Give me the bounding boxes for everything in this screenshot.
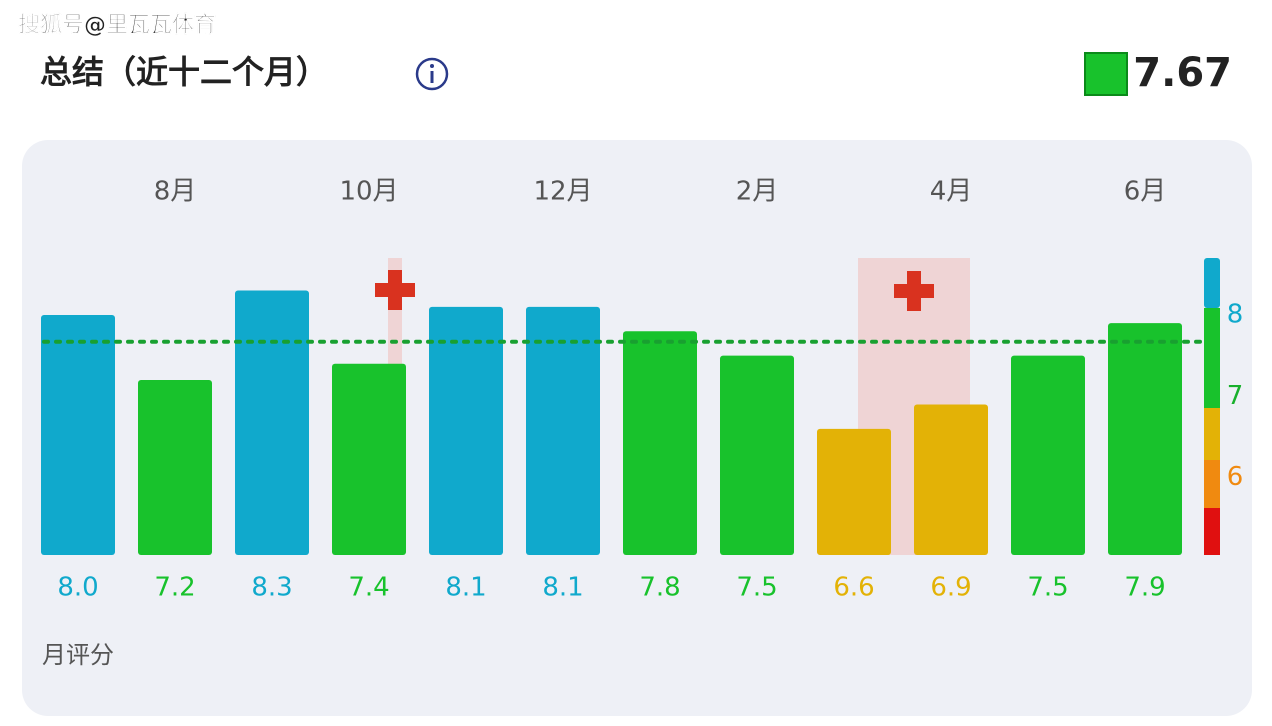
value-label: 8.3 xyxy=(251,573,292,603)
watermark: 搜狐号@里瓦瓦体育 xyxy=(18,12,216,38)
bar xyxy=(138,380,212,555)
value-label: 6.9 xyxy=(930,573,971,603)
x-tick-label: 10月 xyxy=(339,177,398,207)
bar xyxy=(623,331,697,555)
bar xyxy=(914,404,988,555)
value-label: 7.5 xyxy=(736,573,777,603)
x-tick-label: 4月 xyxy=(930,177,973,207)
value-label: 7.8 xyxy=(639,573,680,603)
value-label: 7.5 xyxy=(1027,573,1068,603)
y-tick-label: 8 xyxy=(1227,299,1244,329)
x-tick-label: 6月 xyxy=(1124,177,1167,207)
bar xyxy=(720,355,794,555)
x-tick-label: 12月 xyxy=(533,177,592,207)
info-icon[interactable] xyxy=(415,57,449,91)
bar xyxy=(526,306,600,555)
value-label: 7.9 xyxy=(1124,573,1165,603)
bar xyxy=(429,306,503,555)
average-score: 7.67 xyxy=(1133,50,1232,96)
y-tick-label: 7 xyxy=(1227,381,1244,411)
bar xyxy=(41,314,115,555)
value-label: 8.1 xyxy=(542,573,583,603)
score-swatch xyxy=(1084,52,1128,96)
value-label: 8.1 xyxy=(445,573,486,603)
value-label: 6.6 xyxy=(833,573,874,603)
bar xyxy=(817,428,891,555)
bar xyxy=(1011,355,1085,555)
color-scale xyxy=(1204,258,1220,555)
title: 总结（近十二个月） xyxy=(40,53,328,91)
injury-icon xyxy=(894,271,934,311)
bar xyxy=(235,290,309,555)
injury-icon xyxy=(375,270,415,310)
bar xyxy=(332,363,406,555)
value-label: 8.0 xyxy=(57,573,98,603)
x-tick-label: 2月 xyxy=(736,177,779,207)
value-label: 7.4 xyxy=(348,573,389,603)
y-tick-label: 6 xyxy=(1227,462,1244,492)
bar xyxy=(1108,323,1182,555)
x-axis-label: 月评分 xyxy=(42,641,114,669)
x-tick-label: 8月 xyxy=(154,177,197,207)
value-label: 7.2 xyxy=(154,573,195,603)
